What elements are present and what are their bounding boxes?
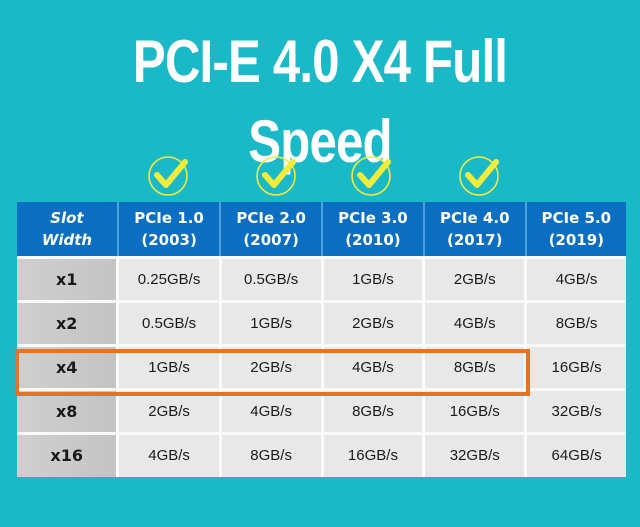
table-row: x2 0.5GB/s 1GB/s 2GB/s 4GB/s 8GB/s <box>17 299 626 345</box>
slot-width-cell: x8 <box>17 387 120 433</box>
slot-width-cell: x4 <box>17 343 120 389</box>
bandwidth-cell: 0.25GB/s <box>117 255 222 301</box>
column-name: PCIe 4.0 <box>439 208 510 227</box>
check-circle-icon <box>351 156 391 196</box>
column-header-pcie2: PCIe 2.0 (2007) <box>220 202 324 257</box>
bandwidth-cell: 8GB/s <box>220 431 324 477</box>
column-header-pcie3: PCIe 3.0 (2010) <box>322 202 425 257</box>
pcie-bandwidth-table: Slot Width PCIe 1.0 (2003) PCIe 2.0 (200… <box>17 202 626 477</box>
column-name: PCIe 3.0 <box>338 208 408 227</box>
bandwidth-cell: 64GB/s <box>525 431 626 477</box>
slot-width-header: Slot Width <box>17 202 119 257</box>
column-name: PCIe 5.0 <box>541 208 612 227</box>
column-year: (2019) <box>548 230 605 249</box>
bandwidth-cell: 8GB/s <box>423 343 528 389</box>
bandwidth-cell: 2GB/s <box>117 387 222 433</box>
bandwidth-cell: 4GB/s <box>220 387 324 433</box>
bandwidth-cell: 16GB/s <box>423 387 528 433</box>
bandwidth-cell: 4GB/s <box>322 343 426 389</box>
bandwidth-cell: 8GB/s <box>322 387 426 433</box>
bandwidth-cell: 32GB/s <box>423 431 528 477</box>
slot-width-cell: x1 <box>17 255 120 301</box>
compatibility-checks <box>0 153 640 197</box>
header-line: Width <box>41 230 93 249</box>
column-year: (2017) <box>447 230 503 249</box>
table-row: x1 0.25GB/s 0.5GB/s 1GB/s 2GB/s 4GB/s <box>17 255 626 301</box>
bandwidth-cell: 0.5GB/s <box>220 255 324 301</box>
bandwidth-cell: 1GB/s <box>117 343 222 389</box>
bandwidth-cell: 0.5GB/s <box>117 299 222 345</box>
bandwidth-cell: 16GB/s <box>322 431 426 477</box>
column-header-pcie4: PCIe 4.0 (2017) <box>423 202 527 257</box>
slot-width-cell: x2 <box>17 299 120 345</box>
bandwidth-cell: 4GB/s <box>423 299 528 345</box>
table-row: x8 2GB/s 4GB/s 8GB/s 16GB/s 32GB/s <box>17 387 626 433</box>
header-line: Slot <box>50 208 84 227</box>
column-header-pcie5: PCIe 5.0 (2019) <box>525 202 626 257</box>
bandwidth-cell: 2GB/s <box>322 299 426 345</box>
page-title: PCI-E 4.0 X4 Full Speed <box>132 28 508 175</box>
column-name: PCIe 2.0 <box>236 208 306 227</box>
bandwidth-cell: 1GB/s <box>220 299 324 345</box>
column-year: (2010) <box>345 230 401 249</box>
slot-width-cell: x16 <box>17 431 120 477</box>
bandwidth-cell: 2GB/s <box>423 255 528 301</box>
bandwidth-cell: 2GB/s <box>220 343 324 389</box>
table-header-row: Slot Width PCIe 1.0 (2003) PCIe 2.0 (200… <box>17 202 626 257</box>
table-row-highlighted: x4 1GB/s 2GB/s 4GB/s 8GB/s 16GB/s <box>17 343 626 389</box>
column-header-pcie1: PCIe 1.0 (2003) <box>117 202 222 257</box>
table-row: x16 4GB/s 8GB/s 16GB/s 32GB/s 64GB/s <box>17 431 626 477</box>
bandwidth-cell: 16GB/s <box>525 343 626 389</box>
check-circle-icon <box>148 156 188 196</box>
bandwidth-cell: 4GB/s <box>117 431 222 477</box>
bandwidth-cell: 8GB/s <box>525 299 626 345</box>
bandwidth-cell: 4GB/s <box>525 255 626 301</box>
column-year: (2007) <box>243 230 299 249</box>
column-year: (2003) <box>141 230 197 249</box>
bandwidth-cell: 32GB/s <box>525 387 626 433</box>
check-circle-icon <box>256 156 296 196</box>
column-name: PCIe 1.0 <box>134 208 204 227</box>
check-circle-icon <box>459 156 499 196</box>
bandwidth-cell: 1GB/s <box>322 255 426 301</box>
